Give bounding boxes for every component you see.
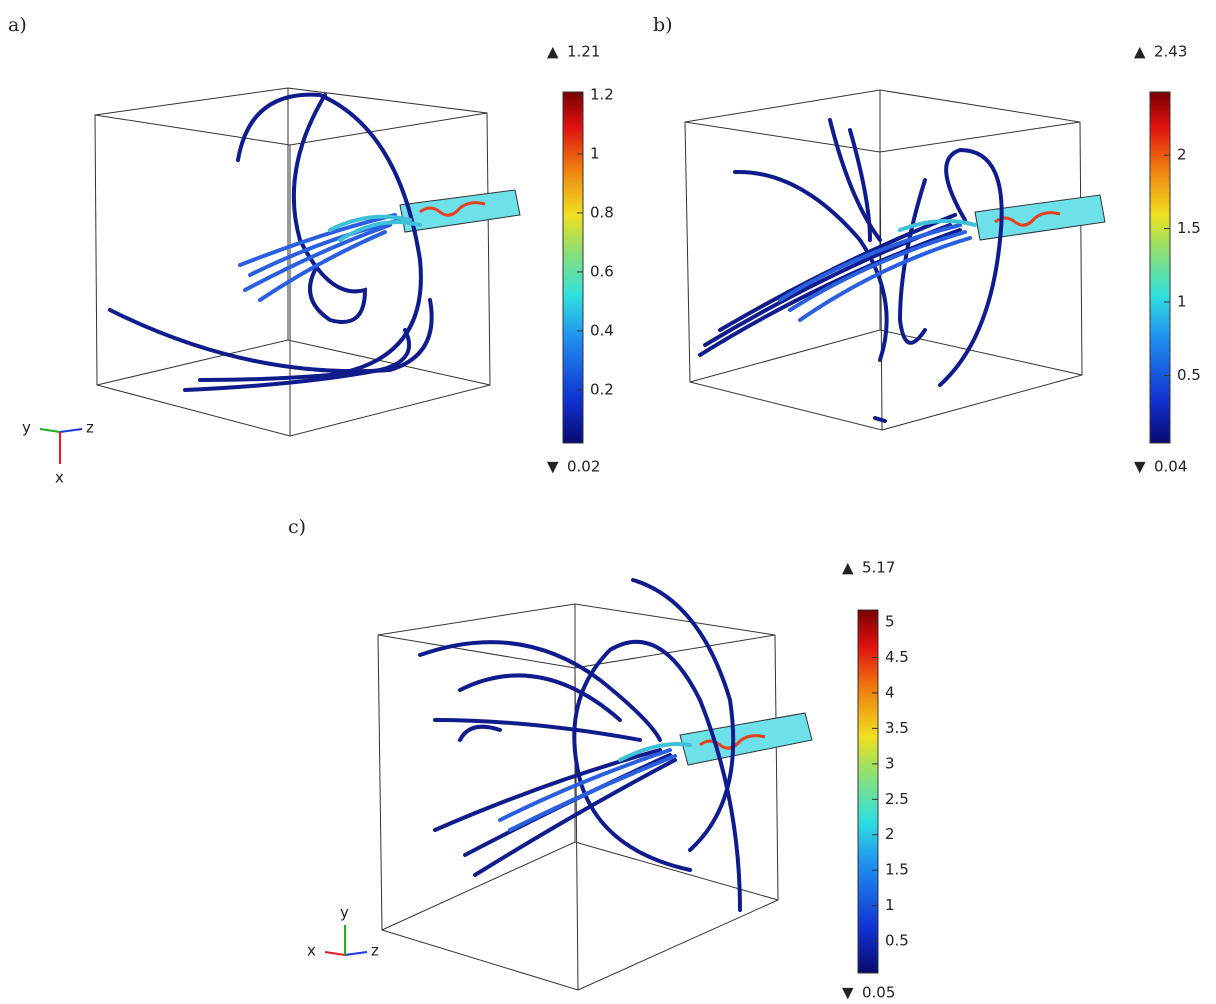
plot-a xyxy=(94,87,521,437)
axis-arrow xyxy=(39,428,61,433)
plot-b xyxy=(684,89,1106,431)
axis-label: y xyxy=(340,904,349,922)
axis-label: z xyxy=(371,942,379,960)
colorbar-tick-label: 3 xyxy=(885,754,895,772)
colorbar-min: 0.04 xyxy=(1154,458,1187,476)
panel-label: b) xyxy=(653,14,673,36)
axis-label: z xyxy=(86,419,94,437)
colorbar-tick-label: 1.5 xyxy=(885,861,909,879)
colorbar-max: 2.43 xyxy=(1154,43,1187,61)
colorbar-tick-label: 2.5 xyxy=(885,790,909,808)
colorbar-tick-label: 0.2 xyxy=(590,380,614,398)
axis-arrow xyxy=(324,951,346,956)
max-marker: ▲ xyxy=(1134,43,1146,61)
colorbar-tick-label: 2 xyxy=(1177,146,1187,164)
colorbar-tick-label: 4.5 xyxy=(885,648,909,666)
panel-label: a) xyxy=(8,14,27,36)
axis-label: x xyxy=(307,942,316,960)
colorbar-tick-label: 3.5 xyxy=(885,719,909,737)
colorbar-tick-label: 2 xyxy=(885,825,895,843)
min-marker: ▼ xyxy=(547,458,559,476)
colorbar-max: 1.21 xyxy=(567,43,600,61)
colorbar xyxy=(857,609,879,974)
axis-label: x xyxy=(55,469,64,487)
max-marker: ▲ xyxy=(547,43,559,61)
axis-label: y xyxy=(22,419,31,437)
colorbar-tick-label: 1 xyxy=(1177,293,1187,311)
colorbar-min: 0.02 xyxy=(567,458,600,476)
colorbar-tick-label: 1 xyxy=(590,144,600,162)
colorbar xyxy=(1149,91,1171,444)
colorbar-tick-label: 0.5 xyxy=(1177,366,1201,384)
colorbar-tick-label: 1.2 xyxy=(590,85,614,103)
max-marker: ▲ xyxy=(842,559,854,577)
colorbar-tick-label: 0.5 xyxy=(885,932,909,950)
plot-c xyxy=(377,578,813,991)
panel-label: c) xyxy=(288,516,306,538)
colorbar-tick-label: 0.6 xyxy=(590,262,614,280)
axis-arrow xyxy=(59,428,83,433)
colorbar-tick-label: 1 xyxy=(885,896,895,914)
min-marker: ▼ xyxy=(1134,458,1146,476)
colorbar-tick-label: 0.4 xyxy=(590,321,614,339)
axis-arrow xyxy=(344,951,368,956)
min-marker: ▼ xyxy=(842,984,854,1002)
colorbar-tick-label: 5 xyxy=(885,613,895,631)
colorbar-tick-label: 1.5 xyxy=(1177,219,1201,237)
colorbar-tick-label: 4 xyxy=(885,683,895,701)
colorbar-max: 5.17 xyxy=(862,559,895,577)
colorbar-tick-label: 0.8 xyxy=(590,203,614,221)
colorbar xyxy=(562,91,584,444)
colorbar-min: 0.05 xyxy=(862,984,895,1002)
